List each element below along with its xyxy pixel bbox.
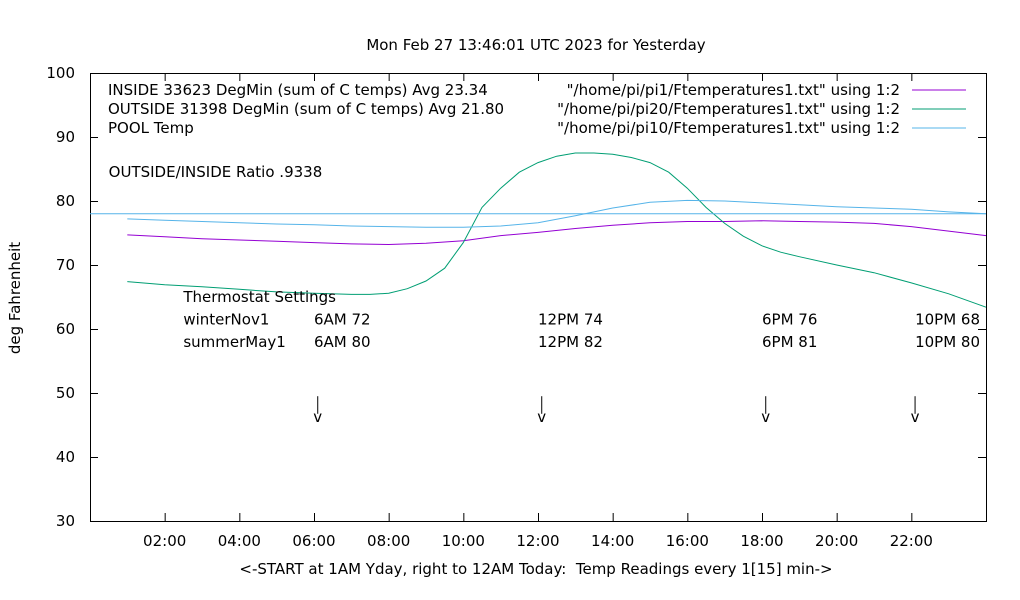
thermostat-schedule-name: summerMay1 — [183, 333, 285, 351]
thermostat-setting: 10PM 68 — [915, 310, 980, 328]
legend-source: "/home/pi/pi20/Ftemperatures1.txt" using… — [557, 100, 900, 118]
thermostat-setting: 6AM 72 — [314, 310, 371, 328]
x-tick-label: 14:00 — [591, 532, 634, 550]
legend-source: "/home/pi/pi1/Ftemperatures1.txt" using … — [567, 81, 900, 99]
chart-title: Mon Feb 27 13:46:01 UTC 2023 for Yesterd… — [366, 36, 705, 54]
series-line-2 — [127, 199, 987, 228]
x-tick-label: 16:00 — [666, 532, 709, 550]
x-axis-label: <-START at 1AM Yday, right to 12AM Today… — [239, 560, 832, 578]
thermostat-setting: 6PM 81 — [762, 333, 817, 351]
x-tick-label: 20:00 — [815, 532, 858, 550]
annotation-text: OUTSIDE/INSIDE Ratio .9338 — [109, 163, 323, 181]
y-tick-label: 60 — [56, 320, 75, 338]
x-tick-label: 12:00 — [516, 532, 559, 550]
thermostat-setting: 12PM 74 — [538, 310, 603, 328]
thermostat-setting: 10PM 80 — [915, 333, 980, 351]
axis-ticks: 30 40 50 60 70 80 90 100 02:00 04:00 06:00 08:00 10:… — [46, 64, 986, 550]
x-tick-label: 02:00 — [143, 532, 186, 550]
x-tick-label: 22:00 — [890, 532, 933, 550]
thermostat-setting: 6PM 76 — [762, 310, 817, 328]
y-axis-label: deg Fahrenheit — [6, 242, 24, 354]
thermostat-schedule-name: winterNov1 — [183, 310, 269, 328]
series-lines — [90, 152, 987, 308]
series-line-0 — [127, 220, 987, 246]
y-tick-label: 30 — [56, 512, 75, 530]
y-tick-label: 50 — [56, 384, 75, 402]
x-tick-label: 18:00 — [740, 532, 783, 550]
y-tick-label: 90 — [56, 128, 75, 146]
annotations: OUTSIDE/INSIDE Ratio .9338 Thermostat Set… — [109, 163, 980, 426]
x-tick-label: 06:00 — [292, 532, 335, 550]
legend-label: POOL Temp — [108, 119, 194, 137]
thermostat-setting: 6AM 80 — [314, 333, 371, 351]
y-tick-label: 40 — [56, 448, 75, 466]
y-tick-label: 70 — [56, 256, 75, 274]
legend-source: "/home/pi/pi10/Ftemperatures1.txt" using… — [557, 119, 900, 137]
legend: INSIDE 33623 DegMin (sum of C temps) Avg… — [108, 81, 966, 137]
annotation-text: Thermostat Settings — [182, 288, 336, 306]
time-marker-arrow: v — [911, 408, 920, 426]
thermostat-setting: 12PM 82 — [538, 333, 603, 351]
time-marker-arrow: v — [313, 408, 322, 426]
time-marker-arrow: v — [761, 408, 770, 426]
legend-label: OUTSIDE 31398 DegMin (sum of C temps) Av… — [108, 100, 504, 118]
y-tick-label: 100 — [46, 64, 75, 82]
legend-label: INSIDE 33623 DegMin (sum of C temps) Avg… — [108, 81, 488, 99]
x-tick-label: 08:00 — [367, 532, 410, 550]
x-tick-label: 10:00 — [442, 532, 485, 550]
x-tick-label: 04:00 — [218, 532, 261, 550]
series-line-1 — [127, 152, 987, 308]
y-tick-label: 80 — [56, 192, 75, 210]
time-marker-arrow: v — [537, 408, 546, 426]
